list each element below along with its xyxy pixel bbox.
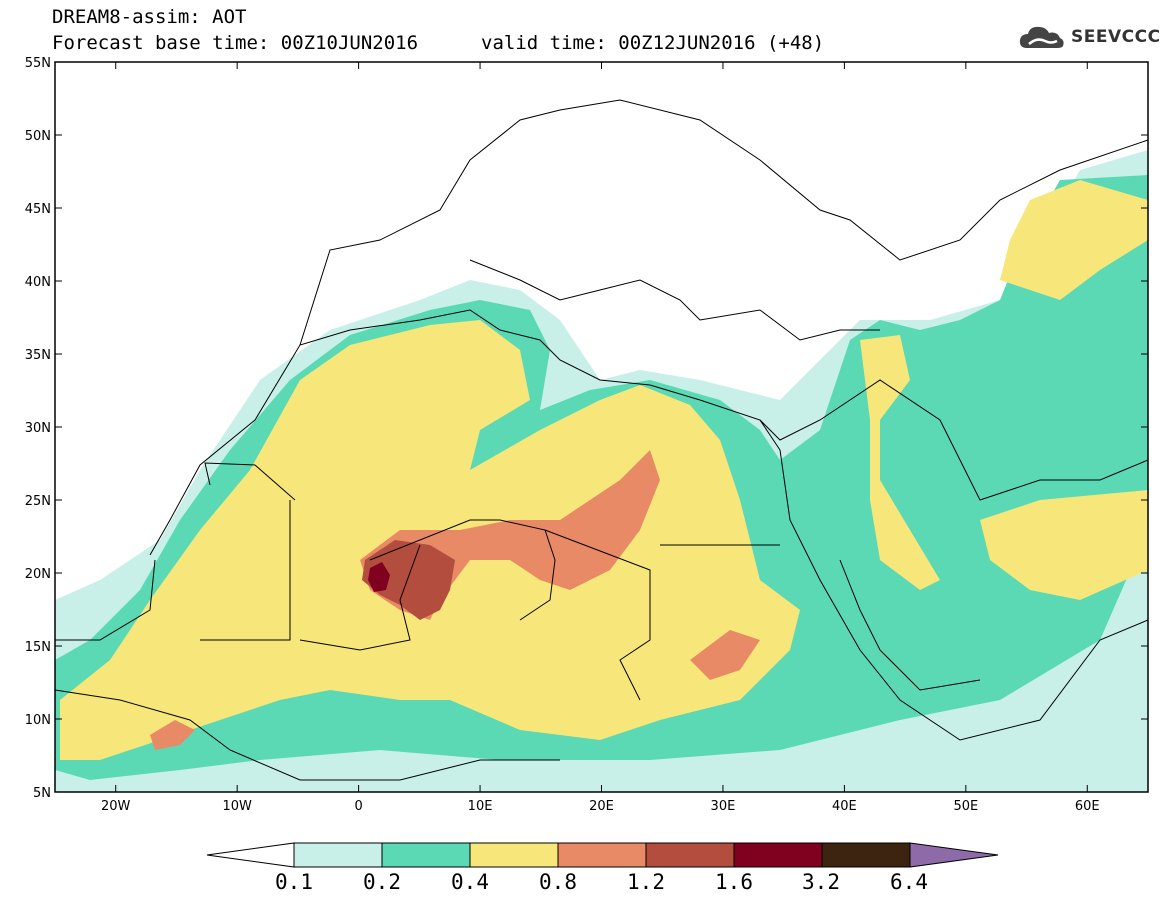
lat-tick-label: 15N <box>25 640 51 655</box>
aot-1.2-band <box>362 540 455 620</box>
map-title: DREAM8-assim: AOT <box>52 6 247 28</box>
lon-tick-label: 10E <box>468 799 493 814</box>
colorbar-segment <box>733 842 823 868</box>
colorbar <box>206 842 999 868</box>
aot-0.4-band-caspian <box>1000 180 1148 300</box>
lon-tick-label: 40E <box>832 799 857 814</box>
lat-axis: 55N 50N 45N 40N 35N 30N 25N 20N 15N 10N 5N <box>25 56 1148 801</box>
colorbar-segment <box>381 842 471 868</box>
colorbar-label: 0.4 <box>451 870 489 894</box>
lon-tick-label: 10W <box>222 799 252 814</box>
forecast-base-time: Forecast base time: 00Z10JUN2016 <box>52 32 419 54</box>
logo-text: SEEVCCC <box>1071 27 1161 47</box>
colorbar-label: 0.1 <box>275 870 313 894</box>
lon-axis: 20W 10W 0 10E 20E 30E 40E 50E 60E <box>101 62 1100 814</box>
colorbar-segment <box>645 842 735 868</box>
lon-tick-label: 20W <box>101 799 131 814</box>
aot-0.8-band-guinea <box>150 720 195 750</box>
colorbar-label: 0.2 <box>363 870 401 894</box>
colorbar-label: 1.6 <box>715 870 753 894</box>
lat-tick-label: 20N <box>25 567 51 582</box>
colorbar-label: 6.4 <box>890 870 928 894</box>
colorbar-label: 1.2 <box>627 870 665 894</box>
cloud-logo-icon <box>1019 26 1064 48</box>
lat-tick-label: 25N <box>25 494 51 509</box>
lat-tick-label: 5N <box>33 786 51 801</box>
lat-tick-label: 50N <box>25 129 51 144</box>
aot-0.8-band-sudan <box>690 630 760 680</box>
lat-tick-label: 35N <box>25 348 51 363</box>
colorbar-segment <box>469 842 559 868</box>
lon-tick-label: 0 <box>354 799 362 814</box>
aot-0.4-band-east <box>980 490 1148 600</box>
valid-time: valid time: 00Z12JUN2016 (+48) <box>481 32 825 54</box>
lon-tick-label: 60E <box>1075 799 1100 814</box>
colorbar-min-arrow <box>206 842 295 868</box>
lat-tick-label: 55N <box>25 56 51 71</box>
colorbar-max-arrow <box>909 842 999 868</box>
lon-tick-label: 30E <box>711 799 736 814</box>
lat-tick-label: 10N <box>25 713 51 728</box>
colorbar-segment <box>821 842 911 868</box>
seevccc-logo: SEEVCCC <box>1017 22 1161 52</box>
colorbar-segment <box>557 842 647 868</box>
lon-tick-label: 50E <box>953 799 978 814</box>
aot-0.4-band-arabia <box>860 335 940 590</box>
colorbar-segment <box>293 842 383 868</box>
coastlines <box>55 99 1148 781</box>
aot-1.6-band <box>368 562 390 592</box>
lon-tick-label: 20E <box>589 799 614 814</box>
lat-tick-label: 30N <box>25 421 51 436</box>
colorbar-label: 3.2 <box>802 870 840 894</box>
aot-field <box>55 150 1148 792</box>
lat-tick-label: 45N <box>25 202 51 217</box>
colorbar-label: 0.8 <box>539 870 577 894</box>
lat-tick-label: 40N <box>25 275 51 290</box>
